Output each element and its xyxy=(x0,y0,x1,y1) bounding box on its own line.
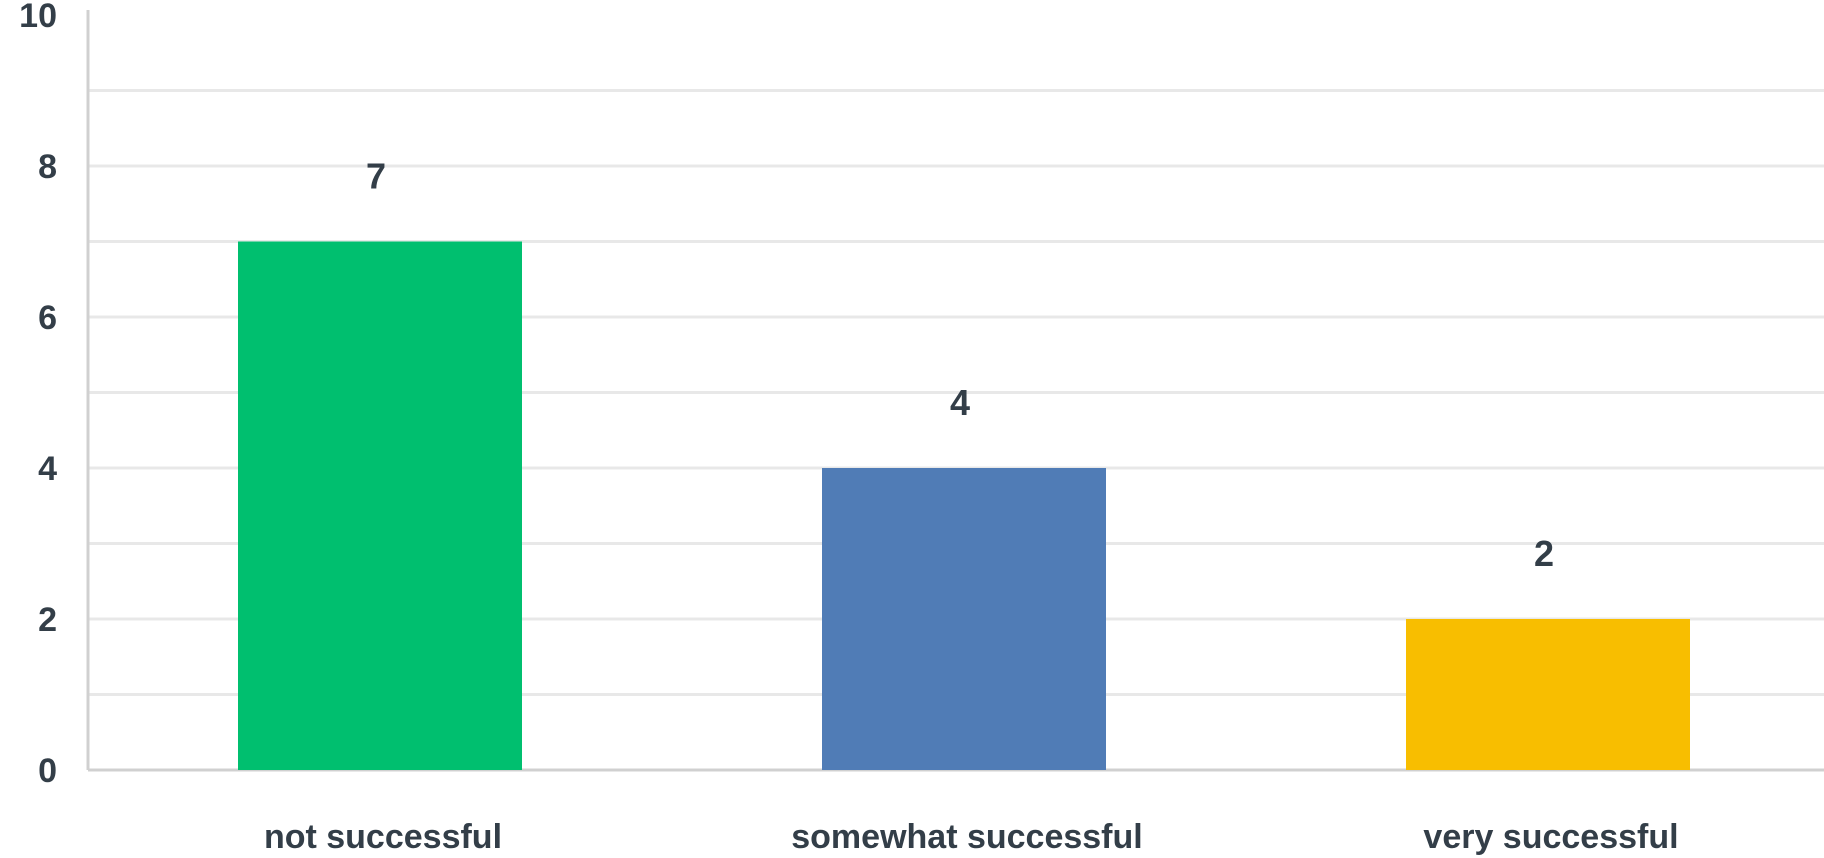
category-label-not-successful: not successful xyxy=(264,818,502,856)
category-label-somewhat-successful: somewhat successful xyxy=(791,818,1142,856)
bar-somewhat-successful xyxy=(822,468,1106,770)
y-tick-label: 2 xyxy=(38,601,57,639)
x-axis-categories: not successful somewhat successful very su… xyxy=(264,818,1679,856)
bar-very-successful xyxy=(1406,619,1690,770)
y-axis-ticks: 0 2 4 6 8 10 xyxy=(19,0,57,790)
y-tick-label: 8 xyxy=(38,148,57,186)
category-label-very-successful: very successful xyxy=(1423,818,1678,856)
data-label-somewhat-successful: 4 xyxy=(950,382,970,423)
y-tick-label: 4 xyxy=(38,450,57,488)
bar-not-successful xyxy=(238,241,522,770)
y-tick-label: 10 xyxy=(19,0,57,35)
data-label-very-successful: 2 xyxy=(1534,533,1554,574)
data-label-not-successful: 7 xyxy=(366,156,386,197)
bars xyxy=(238,241,1690,770)
data-labels: 7 4 2 xyxy=(366,156,1554,575)
y-tick-label: 0 xyxy=(38,752,57,790)
y-tick-label: 6 xyxy=(38,299,57,337)
